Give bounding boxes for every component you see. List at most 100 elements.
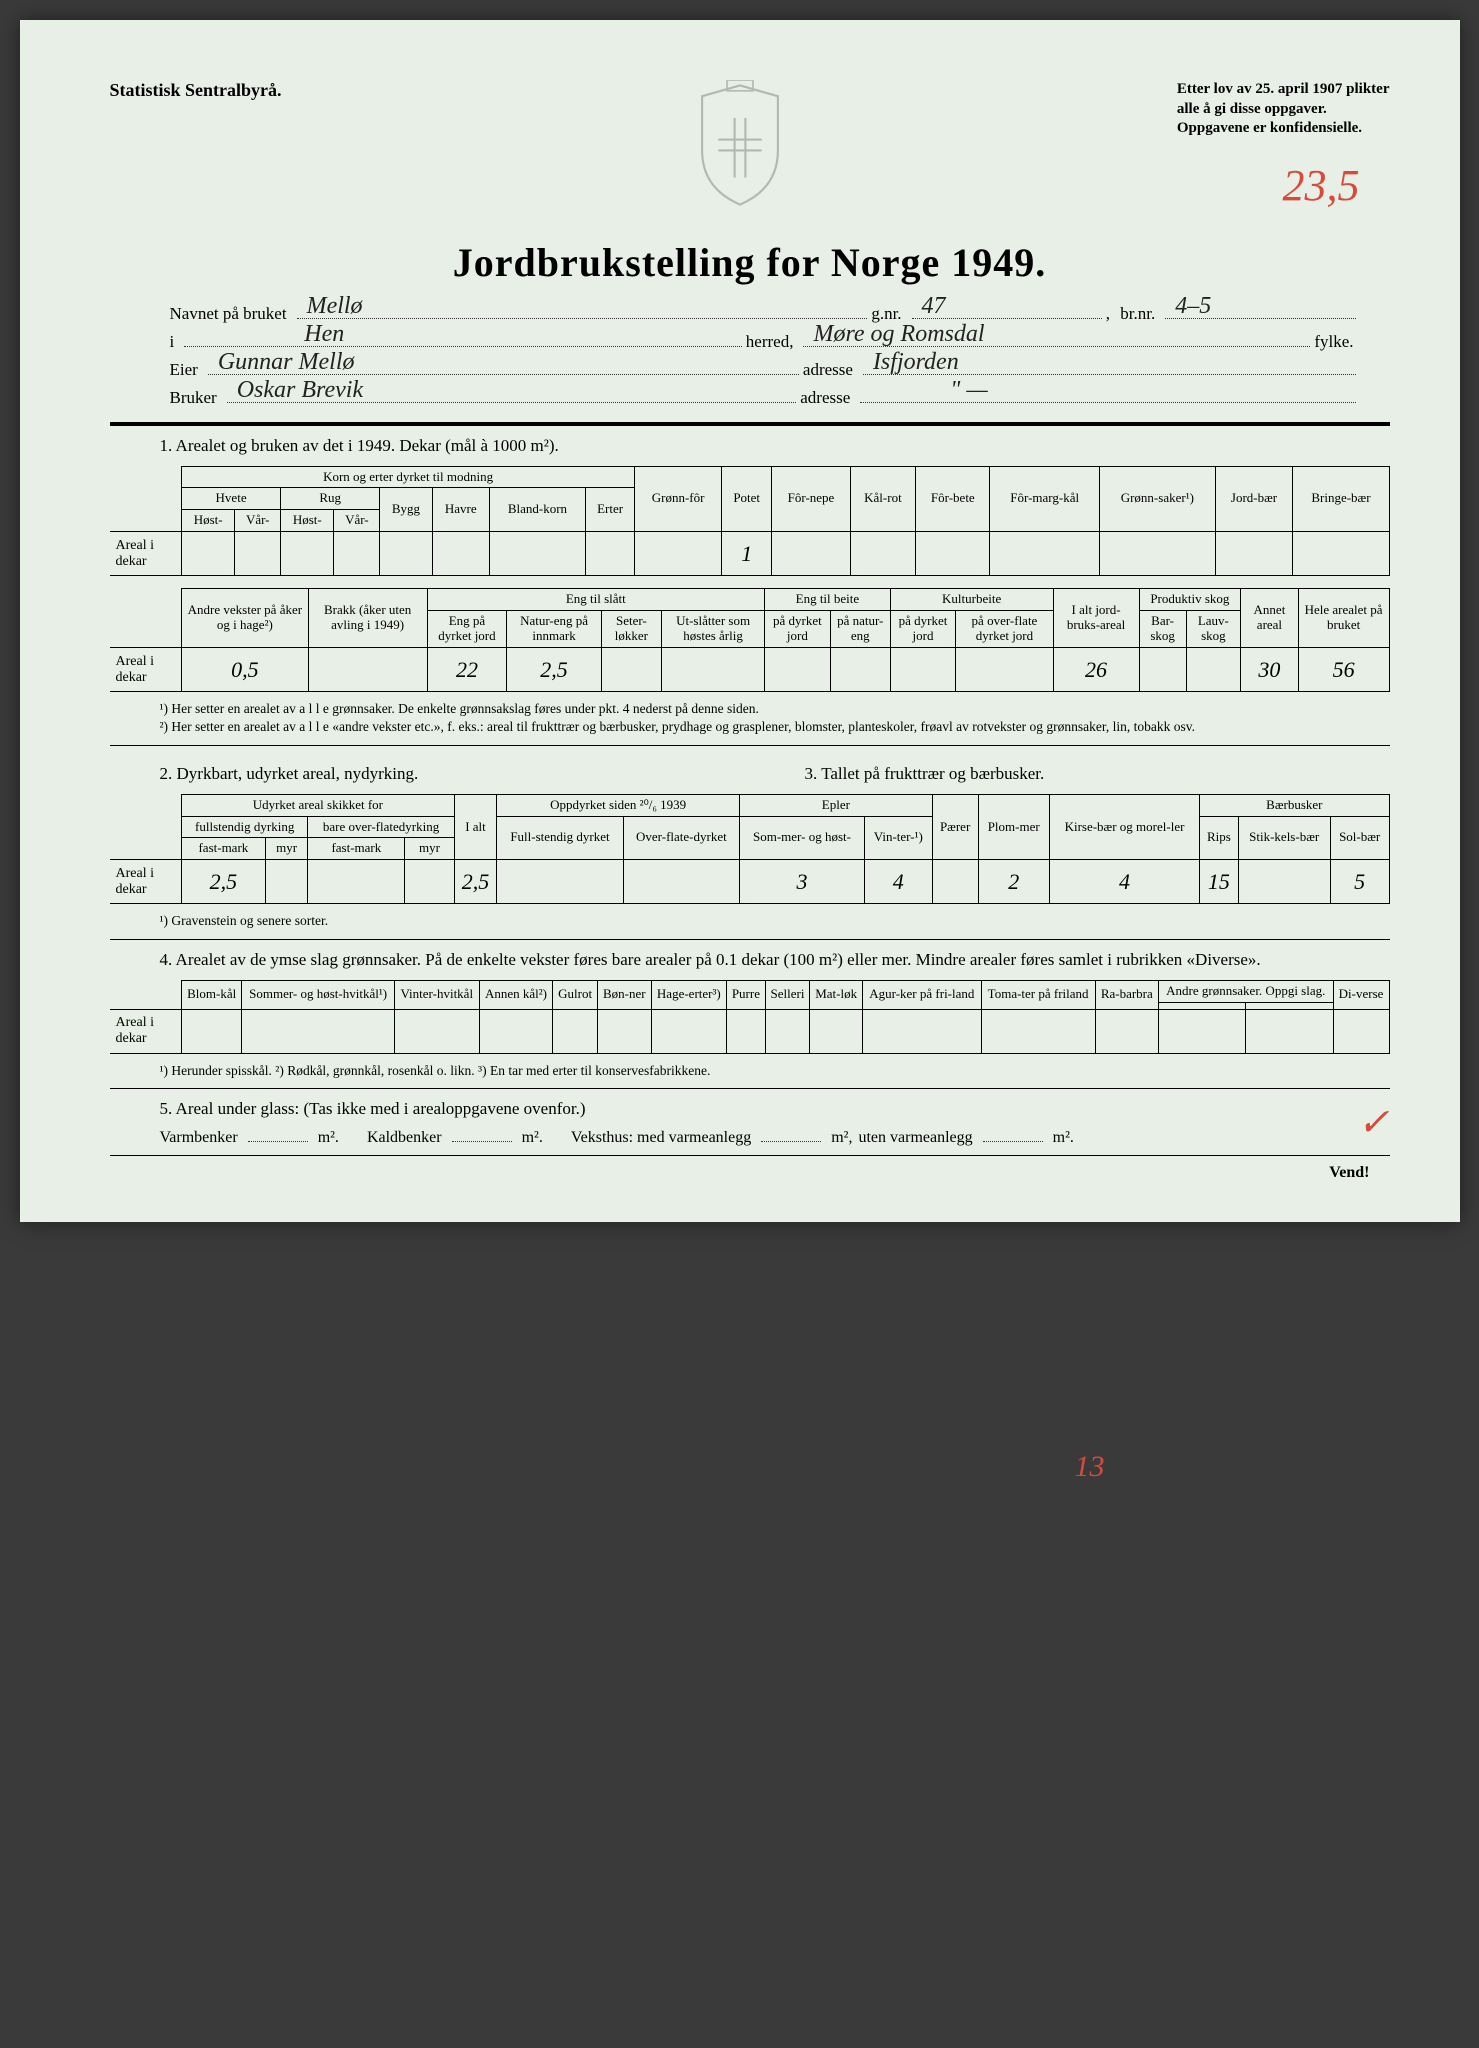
law-line-2: alle å gi disse oppgaver. [1177, 100, 1390, 120]
section5-title: 5. Areal under glass: (Tas ikke med i ar… [160, 1099, 1390, 1119]
utslatter-header: Ut-slåtter som høstes årlig [662, 611, 765, 648]
hvete-header: Hvete [182, 488, 281, 510]
ialt-jordbruk-header: I alt jord-bruks-areal [1053, 589, 1139, 648]
hageerter-header: Hage-erter³) [651, 980, 727, 1009]
purre-header: Purre [727, 980, 766, 1009]
seterlokker-header: Seter-løkker [601, 611, 661, 648]
rips-header: Rips [1200, 816, 1238, 860]
eier-label: Eier [170, 360, 198, 380]
section-2-3-titles: 2. Dyrkbart, udyrket areal, nydyrking. 3… [160, 754, 1390, 794]
korn-header: Korn og erter dyrket til modning [182, 466, 635, 488]
coat-of-arms-icon [685, 80, 795, 210]
havre-header: Havre [432, 488, 489, 532]
andre-value: 0,5 [182, 648, 309, 692]
red-annotation-13: 13 [1075, 1450, 1105, 1484]
uten-label: uten varmeanlegg [858, 1129, 972, 1147]
ialt-header: I alt [454, 794, 497, 860]
pa-dyrket-header: på dyrket jord [765, 611, 831, 648]
forbete-header: Fôr-bete [916, 466, 990, 532]
rug-header: Rug [281, 488, 380, 510]
ialt-value: 26 [1053, 648, 1139, 692]
fylke-label: fylke. [1314, 332, 1353, 352]
eng-beite-header: Eng til beite [765, 589, 891, 611]
stikkelsbaer-header: Stik-kels-bær [1238, 816, 1330, 860]
plommer-header: Plom-mer [978, 794, 1049, 860]
gnr-value: 47 [922, 293, 946, 320]
line-bruket: Navnet på bruket Mellø g.nr. 47 , br.nr.… [170, 304, 1360, 324]
table-4: Blom-kål Sommer- og høst-hvitkål¹) Vinte… [110, 980, 1390, 1054]
udyrket-header: Udyrket areal skikket for [182, 794, 455, 816]
m2-1: m². [318, 1129, 339, 1147]
adresse2-label: adresse [800, 388, 850, 408]
section4-footnote: ¹) Herunder spisskål. ²) Rødkål, grønnkå… [160, 1062, 1390, 1080]
blandkorn-header: Bland-korn [489, 488, 585, 532]
navnet-value: Mellø [307, 293, 363, 320]
m2-3: m², [831, 1129, 852, 1147]
fylke-value: Møre og Romsdal [813, 321, 984, 348]
herred-label: herred, [746, 332, 794, 352]
bonner-header: Bøn-ner [597, 980, 651, 1009]
matlok-header: Mat-løk [810, 980, 863, 1009]
kirsebaer-header: Kirse-bær og morel-ler [1049, 794, 1199, 860]
adresse2-value: " — [950, 377, 987, 404]
annet-value: 30 [1241, 648, 1299, 692]
veksthus-label: Veksthus: med varmeanlegg [571, 1129, 751, 1147]
red-annotation-235: 23,5 [1283, 160, 1360, 211]
annenkal-header: Annen kål²) [479, 980, 553, 1009]
fastmark-value: 2,5 [182, 860, 266, 904]
sommer-value: 3 [740, 860, 865, 904]
parer-header: Pærer [932, 794, 978, 860]
section2-footnote: ¹) Gravenstein og senere sorter. [160, 912, 1390, 930]
divider [110, 1155, 1390, 1156]
adresse-label: adresse [803, 360, 853, 380]
brnr-value: 4–5 [1175, 293, 1211, 320]
m2-4: m². [1053, 1129, 1074, 1147]
myr1-header: myr [265, 838, 308, 860]
fullstendig-header: fullstendig dyrking [182, 816, 308, 838]
barskog-header: Bar-skog [1139, 611, 1186, 648]
kalrot-header: Kål-rot [850, 466, 916, 532]
jordbaer-header: Jord-bær [1215, 466, 1293, 532]
ialt2-value: 2,5 [454, 860, 497, 904]
red-check-mark: ✓ [1358, 1100, 1390, 1145]
brnr-label: br.nr. [1120, 304, 1155, 324]
pa-dyrket2-header: på dyrket jord [890, 611, 956, 648]
section1-footnotes: ¹) Her setter en arealet av a l l e grøn… [160, 700, 1390, 736]
produktiv-skog-header: Produktiv skog [1139, 589, 1241, 611]
solbaer-header: Sol-bær [1330, 816, 1389, 860]
rowlabel-1a: Areal i dekar [110, 532, 182, 576]
hvete-var: Vår- [235, 510, 281, 532]
m2-2: m². [522, 1129, 543, 1147]
fornepe-header: Fôr-nepe [772, 466, 850, 532]
andre-gronn-header: Andre grønnsaker. Oppgi slag. [1158, 980, 1333, 1002]
vend-label: Vend! [110, 1164, 1370, 1182]
fullstendig2-header: Full-stendig dyrket [497, 816, 623, 860]
law-notice: Etter lov av 25. april 1907 plikter alle… [1177, 80, 1390, 139]
divider [110, 939, 1390, 940]
annet-areal-header: Annet areal [1241, 589, 1299, 648]
bruker-value: Oskar Brevik [237, 377, 363, 404]
kulturbeite-header: Kulturbeite [890, 589, 1053, 611]
eier-value: Gunnar Mellø [218, 349, 355, 376]
hvete-host: Høst- [182, 510, 235, 532]
bruker-label: Bruker [170, 388, 217, 408]
adresse-value: Isfjorden [873, 349, 959, 376]
sommerhvitkal-header: Sommer- og høst-hvitkål¹) [242, 980, 395, 1009]
eng-slatt-header: Eng til slått [427, 589, 765, 611]
fastmark1-header: fast-mark [182, 838, 266, 860]
kirse-value: 4 [1049, 860, 1199, 904]
gronnfor-header: Grønn-fôr [635, 466, 722, 532]
hele-arealet-header: Hele arealet på bruket [1298, 589, 1389, 648]
eng-dyrket-value: 22 [427, 648, 507, 692]
vinter-header: Vin-ter-¹) [864, 816, 932, 860]
navnet-label: Navnet på bruket [170, 304, 287, 324]
bringebaer-header: Bringe-bær [1293, 466, 1389, 532]
divider [110, 1088, 1390, 1089]
rug-var: Vår- [334, 510, 380, 532]
vinter-value: 4 [864, 860, 932, 904]
erter-header: Erter [585, 488, 634, 532]
diverse-header: Di-verse [1333, 980, 1389, 1009]
sommer-host-header: Som-mer- og høst- [740, 816, 865, 860]
law-line-3: Oppgavene er konfidensielle. [1177, 119, 1390, 139]
line-bruker: Bruker Oskar Brevik adresse " — [170, 388, 1360, 408]
